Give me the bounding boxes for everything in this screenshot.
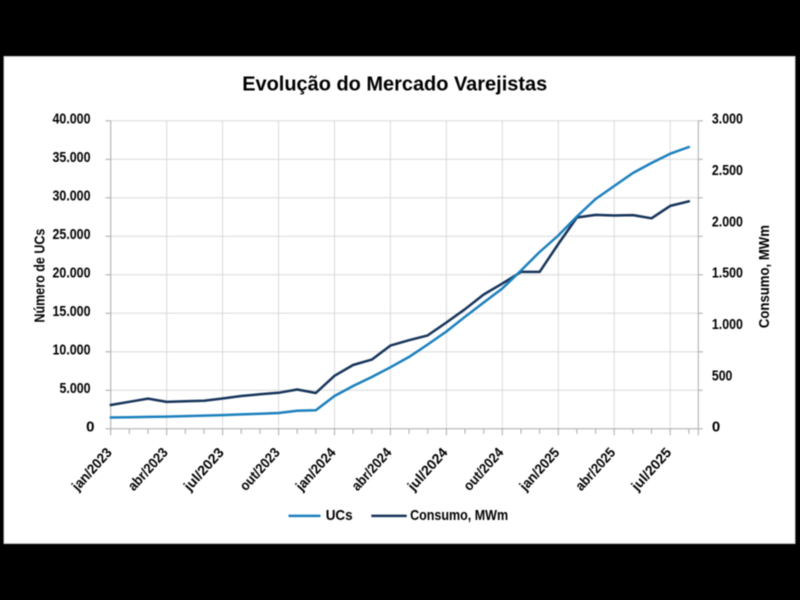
svg-text:5.000: 5.000 <box>60 380 91 397</box>
svg-text:Consumo, MWm: Consumo, MWm <box>756 225 773 328</box>
svg-text:0: 0 <box>712 419 720 436</box>
svg-text:40.000: 40.000 <box>53 111 91 128</box>
svg-text:Evolução do Mercado Varejistas: Evolução do Mercado Varejistas <box>242 74 547 96</box>
svg-text:500: 500 <box>712 367 733 384</box>
svg-text:10.000: 10.000 <box>53 342 91 359</box>
svg-text:2.500: 2.500 <box>712 162 743 179</box>
svg-text:UCs: UCs <box>326 507 353 524</box>
svg-text:35.000: 35.000 <box>53 149 91 166</box>
svg-text:1.000: 1.000 <box>712 316 743 333</box>
svg-text:0: 0 <box>86 419 94 436</box>
svg-text:Consumo, MWm: Consumo, MWm <box>410 507 508 524</box>
svg-text:2.000: 2.000 <box>712 213 743 230</box>
svg-text:1.500: 1.500 <box>712 265 743 282</box>
svg-text:20.000: 20.000 <box>53 265 91 282</box>
svg-text:Número de UCs: Número de UCs <box>31 229 48 323</box>
svg-text:25.000: 25.000 <box>53 226 91 243</box>
svg-text:3.000: 3.000 <box>712 111 743 128</box>
svg-text:15.000: 15.000 <box>53 303 91 320</box>
svg-text:30.000: 30.000 <box>53 188 91 205</box>
